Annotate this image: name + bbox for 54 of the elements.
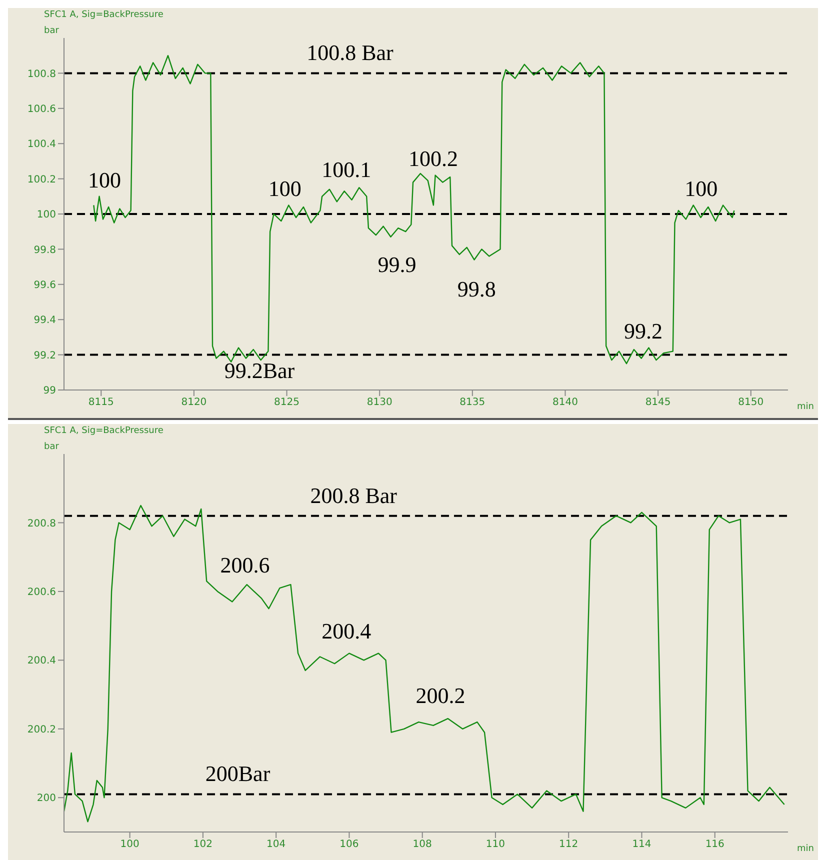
ref-line-label: 200.8 Bar [310,482,398,508]
x-tick-label: 8130 [366,397,392,408]
y-tick-label: 99 [43,386,56,397]
chart-title: SFC1 A, Sig=BackPressure [44,10,164,20]
x-tick-label: 106 [340,839,359,850]
y-tick-label: 200.6 [27,587,56,598]
y-tick-label: 100.8 [27,68,56,80]
y-tick-label: 200.2 [27,724,56,736]
y-tick-label: 200 [36,793,56,804]
x-tick-label: 108 [412,839,432,850]
x-tick-label: 112 [559,839,578,850]
x-tick-label: 8150 [738,397,764,408]
x-tick-label: 104 [266,839,286,850]
y-axis-title: bar [44,442,59,452]
ref-line-label: 100.8 Bar [306,40,394,66]
y-tick-label: 99.2 [34,350,56,362]
annotation: 99.8 [457,276,496,302]
annotation: 99.2 [624,318,662,344]
annotation: 200.4 [322,618,372,644]
chart-title: SFC1 A, Sig=BackPressure [44,426,164,436]
y-tick-label: 99.6 [34,280,56,291]
x-tick-label: 116 [705,839,724,850]
annotation: 200.6 [220,552,270,578]
annotation: 100 [268,176,302,202]
x-axis-title: min [797,844,814,854]
x-tick-label: 100 [120,839,140,850]
y-tick-label: 99.4 [34,315,56,326]
y-tick-label: 100 [36,210,56,221]
y-tick-label: 100.6 [27,104,56,115]
x-tick-label: 114 [632,839,652,850]
annotation: 99.9 [378,252,416,277]
y-tick-label: 100.4 [27,139,56,150]
y-axis-title: bar [44,26,59,36]
x-tick-label: 8120 [181,397,207,408]
annotation: 100.1 [322,156,372,182]
y-tick-label: 99.8 [34,244,56,256]
y-tick-label: 200.8 [27,518,56,530]
annotation: 100.2 [408,146,458,172]
x-axis-title: min [797,402,814,412]
ref-line-label: 200Bar [205,761,271,786]
ref-line-label: 99.2Bar [224,358,296,383]
annotation: 100 [684,176,718,202]
y-tick-label: 100.2 [27,174,56,186]
annotation: 100 [88,167,122,192]
x-tick-label: 8125 [274,397,300,408]
line-series [64,504,785,822]
x-tick-label: 8140 [552,397,578,408]
x-tick-label: 8135 [460,397,486,408]
x-tick-label: 8145 [645,397,671,408]
y-tick-label: 200.4 [27,656,56,667]
annotation: 200.2 [416,682,466,708]
x-tick-label: 102 [193,839,212,850]
x-tick-label: 110 [486,839,506,850]
x-tick-label: 8115 [88,397,114,408]
